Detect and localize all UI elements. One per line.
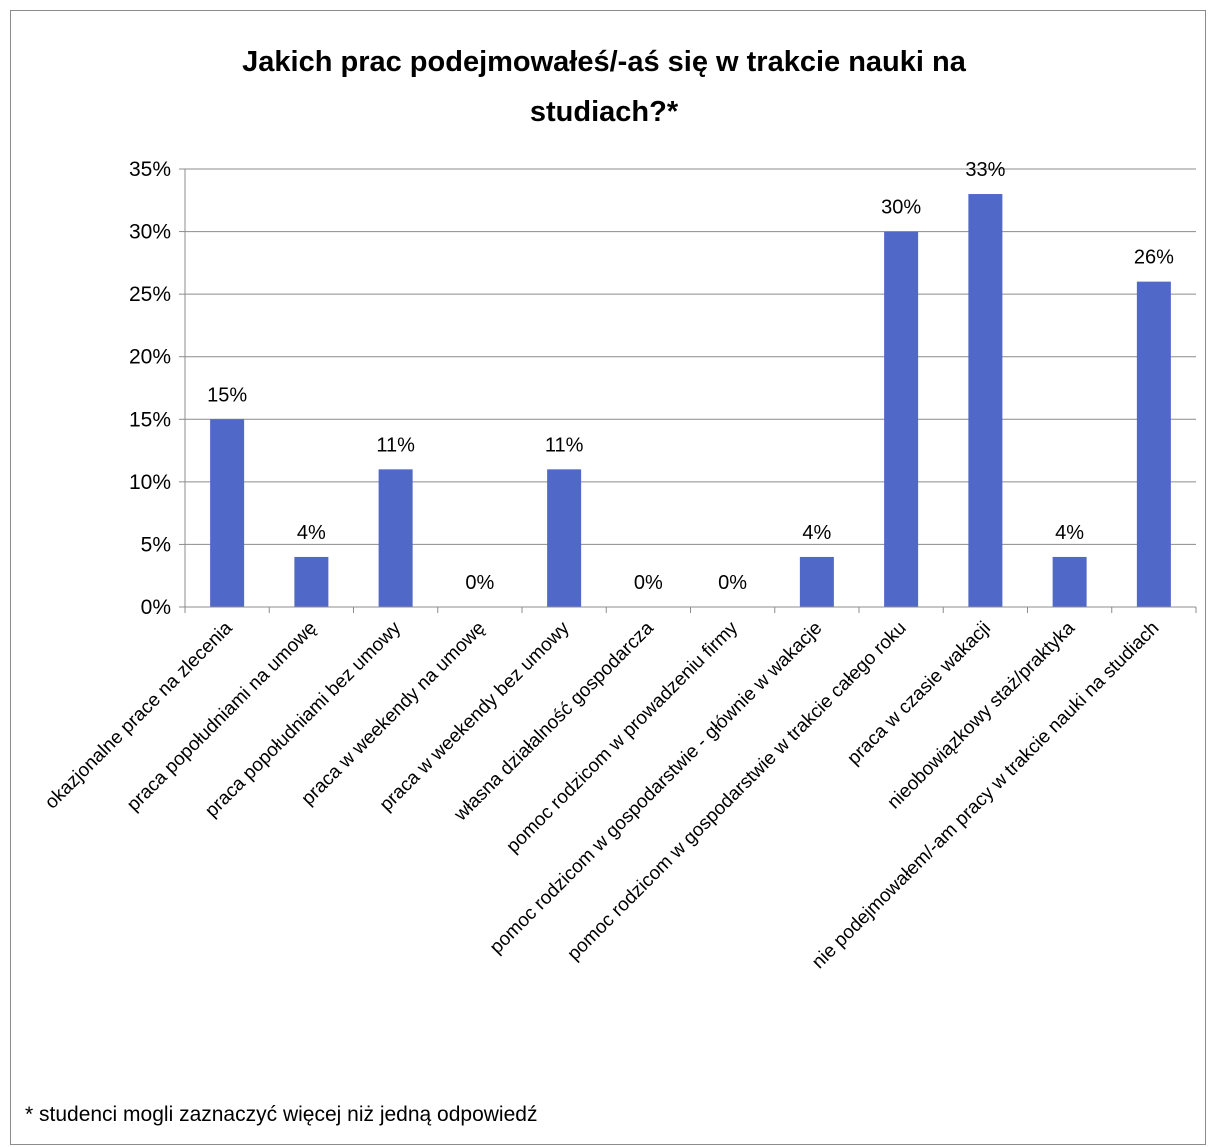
bar [378, 469, 413, 607]
footnote: * studenci mogli zaznaczyć więcej niż je… [25, 1103, 538, 1126]
data-label: 4% [297, 522, 326, 544]
bar [1052, 556, 1087, 607]
data-label: 0% [634, 572, 663, 594]
bar [1136, 281, 1171, 607]
category-label: praca w weekendy na umowę [298, 618, 490, 810]
bar [210, 419, 245, 607]
data-label: 11% [376, 434, 415, 456]
bar [884, 231, 919, 608]
data-label: 30% [881, 197, 921, 219]
y-tick-label: 25% [129, 283, 171, 306]
chart-title-line-2: studiach?* [529, 96, 679, 128]
bar [547, 469, 582, 607]
data-label: 33% [965, 159, 1005, 181]
y-tick-label: 35% [129, 158, 171, 181]
data-label: 15% [207, 384, 247, 406]
data-label: 4% [802, 522, 831, 544]
chart-frame [10, 10, 1206, 1145]
y-tick-label: 15% [129, 408, 171, 431]
chart-title-line-1: Jakich prac podejmowałeś/-aś się w trakc… [242, 46, 966, 78]
y-tick-label: 30% [129, 221, 171, 244]
bar [294, 556, 329, 607]
data-label: 11% [545, 434, 584, 456]
data-label: 26% [1134, 247, 1174, 269]
data-label: 4% [1055, 522, 1084, 544]
y-tick-label: 20% [129, 346, 171, 369]
data-label: 0% [465, 572, 494, 594]
bar [799, 556, 834, 607]
y-tick-label: 0% [141, 596, 171, 619]
bar [968, 194, 1003, 607]
y-tick-label: 10% [129, 471, 171, 494]
data-label: 0% [718, 572, 747, 594]
category-label: praca w czasie wakacji [843, 618, 994, 769]
y-tick-label: 5% [141, 533, 171, 556]
